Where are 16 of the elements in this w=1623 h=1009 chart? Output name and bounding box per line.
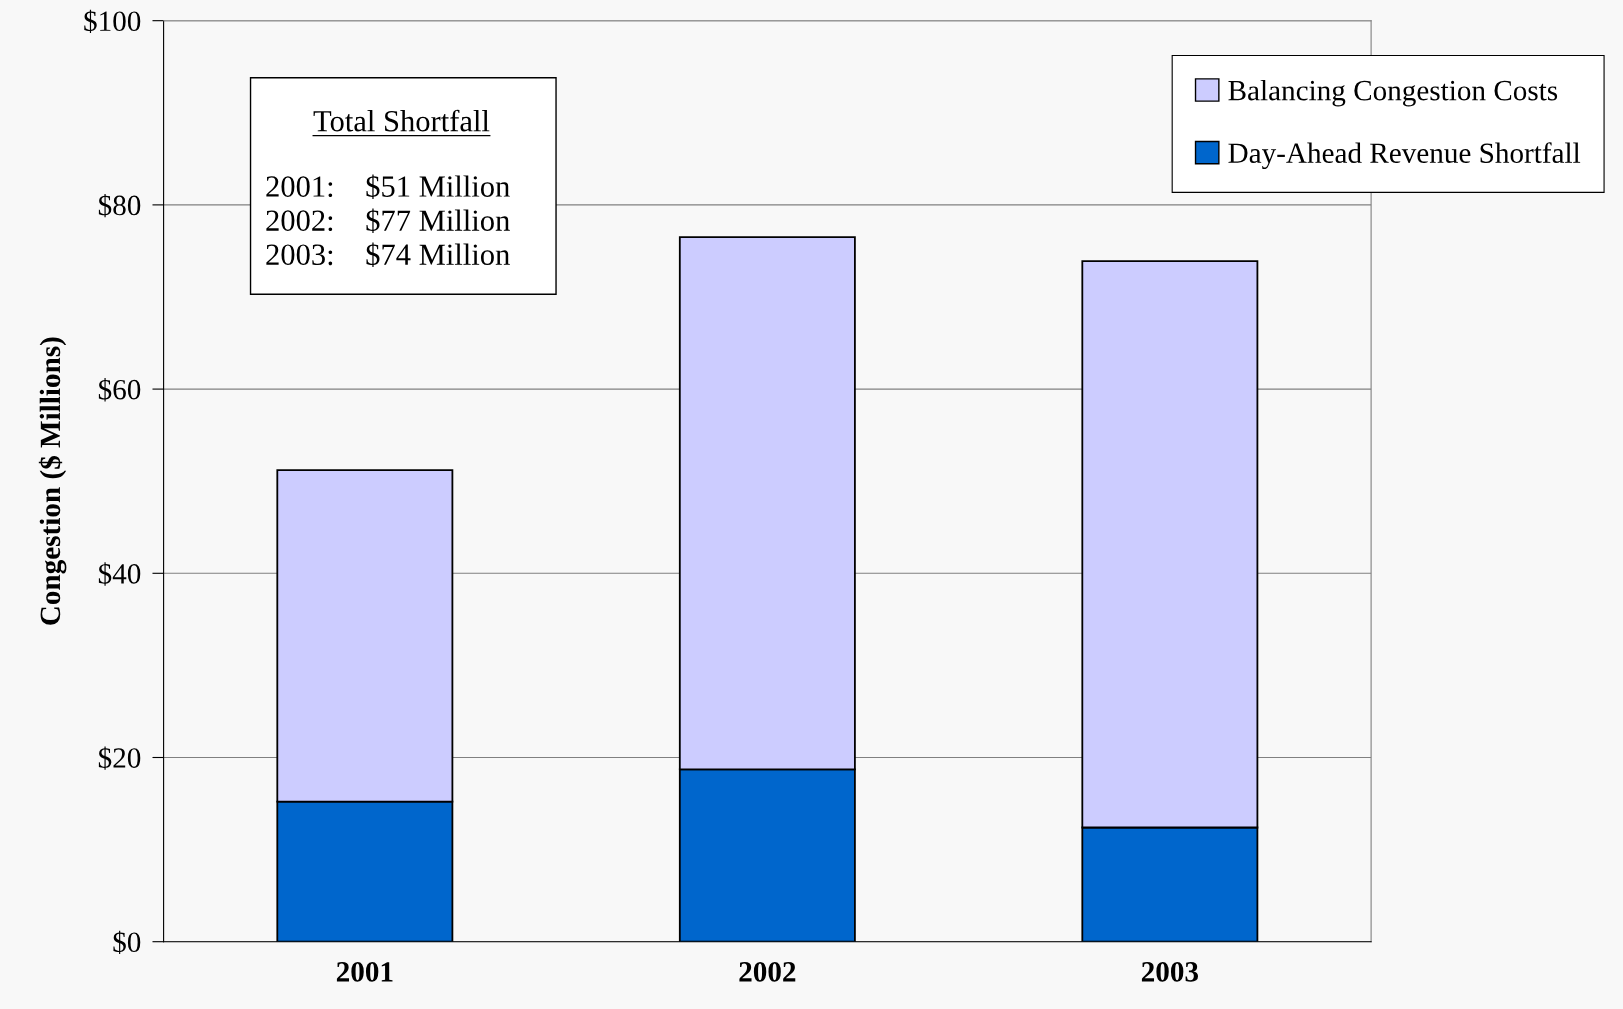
annotation: 2002: $77 Million	[266, 208, 510, 233]
legend-label: Day-Ahead Revenue Shortfall	[1228, 142, 1581, 170]
annotation: Total Shortfall	[313, 109, 490, 132]
annotation: 2003: $74 Million	[266, 242, 510, 268]
y-tick-label: $0	[113, 930, 141, 955]
y-tick-label: $100	[84, 9, 141, 34]
annotation: 2001: $51 Million	[266, 174, 510, 199]
x-tick-label: 2001	[336, 961, 393, 982]
legend-label: Balancing Congestion Costs	[1228, 79, 1558, 107]
y-tick-label: $60	[98, 378, 141, 402]
y-tick-label: $80	[98, 193, 141, 218]
x-tick-label: 2003	[1141, 961, 1199, 982]
y-axis-title: Congestion ($ Millions)	[38, 337, 67, 625]
y-tick-label: $20	[98, 746, 141, 770]
y-tick-label: $40	[98, 562, 141, 586]
x-tick-label: 2002	[739, 961, 796, 982]
